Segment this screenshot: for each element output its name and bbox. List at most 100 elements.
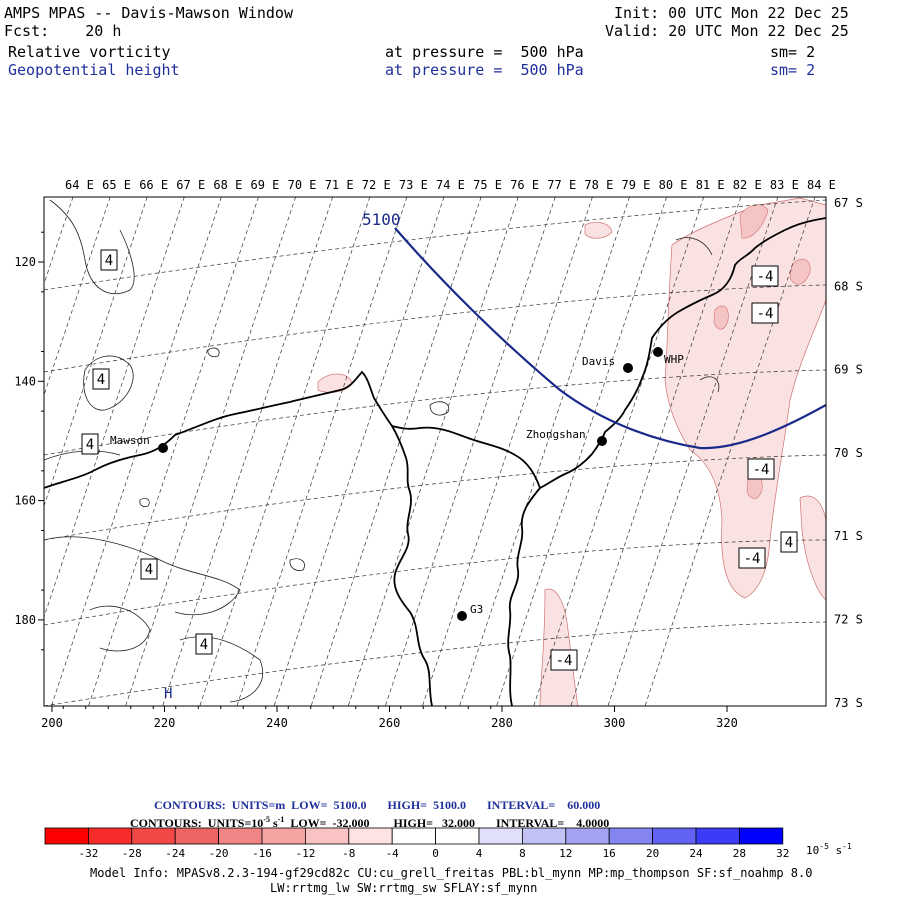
contour-label: 4 [200, 637, 208, 653]
lon-label: 65 E [102, 178, 131, 192]
colorbar-label: 16 [603, 847, 616, 860]
colorbar-label: -32 [78, 847, 98, 860]
latitude-labels: 67 S 68 S 69 S 70 S 71 S 72 S 73 S [834, 196, 863, 710]
contour-label: 4 [785, 535, 793, 551]
colorbar-unit: 10-5 s-1 [806, 842, 852, 857]
colorbar-label: -20 [209, 847, 229, 860]
field2-level: at pressure = 500 hPa [385, 61, 584, 79]
high-pressure-marker: H [164, 686, 172, 702]
colorbar-label: 28 [733, 847, 746, 860]
station-label-g3: G3 [470, 603, 483, 616]
colorbar-swatch [218, 827, 263, 845]
lon-label: 83 E [770, 178, 799, 192]
contour-label: -4 [757, 269, 774, 285]
lon-label: 76 E [510, 178, 539, 192]
colorbar-swatch [522, 827, 567, 845]
lat-label: 69 S [834, 363, 863, 377]
colorbar-swatch [304, 827, 350, 845]
contour-info-height: CONTOURS: UNITS=m LOW= 5100.0 HIGH= 5100… [154, 798, 601, 812]
lon-label: 73 E [399, 178, 428, 192]
y-tick-label: 160 [14, 494, 36, 508]
colorbar-label: 32 [776, 847, 789, 860]
forecast-hour: Fcst: 20 h [4, 22, 122, 40]
x-tick-label: 240 [266, 716, 288, 730]
height-contour-5100 [394, 227, 826, 450]
station-label-davis: Davis [582, 355, 615, 368]
x-tick-label: 280 [491, 716, 513, 730]
plot-title: AMPS MPAS -- Davis-Mawson Window [4, 4, 293, 22]
field1-level: at pressure = 500 hPa [385, 43, 584, 61]
field2-smoothing: sm= 2 [770, 61, 816, 79]
lat-label: 72 S [834, 613, 863, 627]
x-tick-label: 300 [604, 716, 626, 730]
colorbar-swatch [695, 827, 740, 845]
negative-vorticity-shading [317, 197, 826, 706]
contour-label: -4 [556, 653, 573, 669]
colorbar-swatch [261, 827, 306, 845]
contour-label: 4 [145, 562, 153, 578]
colorbar-label: -28 [122, 847, 142, 860]
vorticity-contours [44, 199, 720, 703]
height-label-5100: 5100 [362, 210, 401, 229]
field2-name: Geopotential height [8, 61, 180, 79]
axis-ticks [38, 231, 728, 712]
y-axis-labels: 120 140 160 180 [14, 255, 36, 627]
lon-label: 71 E [325, 178, 354, 192]
colorbar-swatch [478, 827, 523, 845]
lon-label: 74 E [436, 178, 465, 192]
x-tick-label: 200 [41, 716, 63, 730]
colorbar-label: -12 [295, 847, 315, 860]
x-axis-labels: 200 220 240 260 280 300 320 [41, 716, 738, 730]
contour-label: 4 [97, 372, 105, 388]
colorbar-swatch [88, 827, 133, 845]
lon-label: 84 E [807, 178, 836, 192]
station-label-mawson: Mawson [110, 434, 150, 447]
colorbar-label: 4 [476, 847, 483, 860]
lon-label: 78 E [584, 178, 613, 192]
colorbar-swatch [131, 827, 176, 845]
x-tick-label: 320 [716, 716, 738, 730]
field1-smoothing: sm= 2 [770, 43, 816, 61]
colorbar-swatch [174, 827, 219, 845]
colorbar: -32 -28 -24 -20 -16 -12 -8 -4 0 4 8 12 16 20 24 28 32 10… [44, 827, 852, 860]
x-tick-label: 220 [154, 716, 176, 730]
map-frame [43, 196, 827, 707]
station-label-zhongshan: Zhongshan [526, 428, 586, 441]
coastline [44, 217, 826, 706]
colorbar-label: -24 [165, 847, 185, 860]
contour-label: -4 [753, 462, 770, 478]
colorbar-label: -8 [342, 847, 355, 860]
colorbar-swatch [44, 827, 89, 845]
colorbar-label: -16 [252, 847, 272, 860]
model-info-line2: LW:rrtmg_lw SW:rrtmg_sw SFLAY:sf_mynn [270, 881, 538, 895]
lon-label: 82 E [733, 178, 762, 192]
lon-label: 68 E [213, 178, 242, 192]
lat-label: 71 S [834, 529, 863, 543]
contour-info-vorticity: CONTOURS: UNITS=10-5 s-1 LOW= -32.000 HI… [130, 815, 610, 830]
lat-label: 67 S [834, 196, 863, 210]
contour-label: -4 [757, 306, 774, 322]
station-markers [158, 347, 663, 621]
colorbar-label: -4 [386, 847, 400, 860]
y-tick-label: 120 [14, 255, 36, 269]
colorbar-swatch [435, 827, 480, 845]
y-tick-label: 180 [14, 613, 36, 627]
colorbar-swatch [348, 827, 393, 845]
lon-label: 66 E [139, 178, 168, 192]
field1-name: Relative vorticity [8, 43, 171, 61]
longitude-labels: 64 E 65 E 66 E 67 E 68 E 69 E 70 E 71 E 72 E 73 E… [65, 178, 836, 192]
strong-negative-vorticity [713, 204, 811, 499]
lon-label: 70 E [288, 178, 317, 192]
colorbar-label: 0 [432, 847, 439, 860]
colorbar-label: 24 [689, 847, 703, 860]
model-info-line1: Model Info: MPASv8.2.3-194-gf29cd82c CU:… [90, 866, 813, 880]
lat-label: 73 S [834, 696, 863, 710]
lon-label: 77 E [547, 178, 576, 192]
valid-time: Valid: 20 UTC Mon 22 Dec 25 [605, 22, 849, 40]
lon-label: 72 E [362, 178, 391, 192]
colorbar-swatch [565, 827, 610, 845]
contour-label: -4 [744, 551, 761, 567]
station-label-whp: WHP [664, 353, 684, 366]
colorbar-label: 8 [519, 847, 526, 860]
lon-label: 64 E [65, 178, 94, 192]
